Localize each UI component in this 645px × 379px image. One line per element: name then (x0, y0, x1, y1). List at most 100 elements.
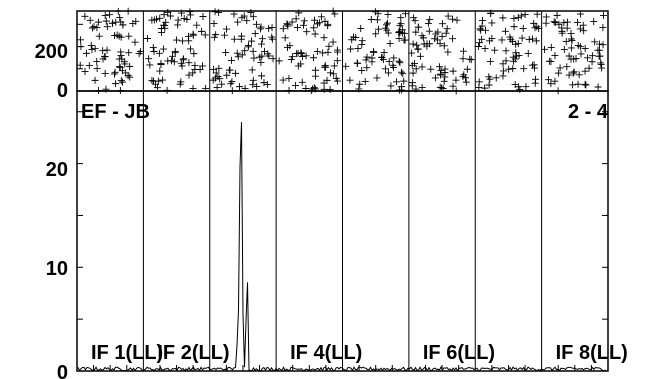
phase-point (475, 83, 483, 91)
phase-point (251, 30, 259, 38)
phase-point (599, 24, 607, 32)
phase-point (367, 16, 375, 24)
phase-point (148, 16, 156, 24)
phase-point (118, 78, 126, 86)
phase-point (547, 43, 555, 51)
phase-point (146, 61, 154, 69)
phase-point (191, 65, 199, 73)
phase-point (153, 15, 161, 23)
phase-point (487, 9, 495, 17)
phase-point (425, 27, 433, 35)
phase-point (555, 20, 563, 28)
phase-point (95, 18, 103, 26)
phase-point (354, 59, 362, 67)
phase-point (248, 66, 256, 74)
phase-point (569, 81, 577, 89)
phase-point (162, 18, 170, 26)
phase-point (178, 62, 186, 70)
phase-point (117, 52, 125, 60)
phase-point (125, 49, 133, 57)
phase-point (85, 62, 93, 70)
phase-point (481, 45, 489, 53)
phase-point (551, 52, 559, 60)
phase-point (298, 78, 306, 86)
phase-point (241, 47, 249, 55)
phase-point (299, 53, 307, 61)
phase-point (452, 87, 460, 95)
phase-point (157, 59, 165, 67)
phase-point (569, 69, 577, 77)
phase-point (163, 86, 171, 94)
phase-point (223, 71, 231, 79)
phase-point (131, 38, 139, 46)
phase-point (303, 28, 311, 36)
phase-point (189, 31, 197, 39)
phase-point (250, 54, 258, 62)
phase-point (329, 7, 337, 15)
phase-point (411, 60, 419, 68)
phase-point (556, 64, 564, 72)
phase-point (500, 67, 508, 75)
phase-point (512, 49, 520, 57)
phase-point (459, 55, 467, 63)
phase-point (151, 80, 159, 88)
phase-point (114, 7, 122, 15)
phase-point (302, 52, 310, 60)
phase-point (595, 40, 603, 48)
phase-point (347, 45, 355, 53)
phase-point (506, 33, 514, 41)
phase-point (395, 29, 403, 37)
phase-point (111, 32, 119, 40)
phase-point (399, 70, 407, 78)
phase-point (444, 12, 452, 20)
phase-point (93, 65, 101, 73)
phase-point (528, 61, 536, 69)
phase-point (252, 20, 260, 28)
time-range-label: 2 - 4 (568, 101, 609, 123)
phase-point (460, 47, 468, 55)
phase-point (532, 37, 540, 45)
phase-point (119, 21, 127, 29)
phase-point (481, 84, 489, 92)
phase-point (215, 64, 223, 72)
phase-point (150, 48, 158, 56)
phase-point (198, 27, 206, 35)
phase-point (288, 53, 296, 61)
phase-point (256, 53, 264, 61)
phase-point (160, 11, 168, 19)
phase-point (401, 36, 409, 44)
phase-point (279, 76, 287, 84)
phase-point (515, 83, 523, 91)
phase-point (284, 22, 292, 30)
phase-point (323, 76, 331, 84)
phase-point (285, 74, 293, 82)
phase-point (257, 40, 265, 48)
phase-point (529, 35, 537, 43)
if-labels: IF 1(LL)IF 2(LL) IF 4(LL) IF 6(LL) IF 8(LL) (91, 342, 628, 364)
phase-point (588, 58, 596, 66)
phase-point (509, 65, 517, 73)
phase-point (436, 63, 444, 71)
phase-point (275, 57, 283, 65)
phase-point (237, 35, 245, 43)
phase-point (565, 52, 573, 60)
phase-point (439, 20, 447, 28)
phase-point (286, 42, 294, 50)
phase-point (321, 63, 329, 71)
phase-point (210, 20, 218, 28)
phase-point (320, 85, 328, 93)
phase-point (117, 77, 125, 85)
phase-point (442, 29, 450, 37)
phase-point (437, 66, 445, 74)
phase-point (313, 20, 321, 28)
phase-point (385, 58, 393, 66)
phase-point (544, 76, 552, 84)
phase-point (588, 52, 596, 60)
phase-point (101, 53, 109, 61)
phase-point (439, 84, 447, 92)
phase-point (309, 85, 317, 93)
phase-point (396, 59, 404, 67)
phase-point (531, 24, 539, 32)
phase-point (167, 57, 175, 65)
phase-ytick-label: 0 (57, 80, 68, 102)
